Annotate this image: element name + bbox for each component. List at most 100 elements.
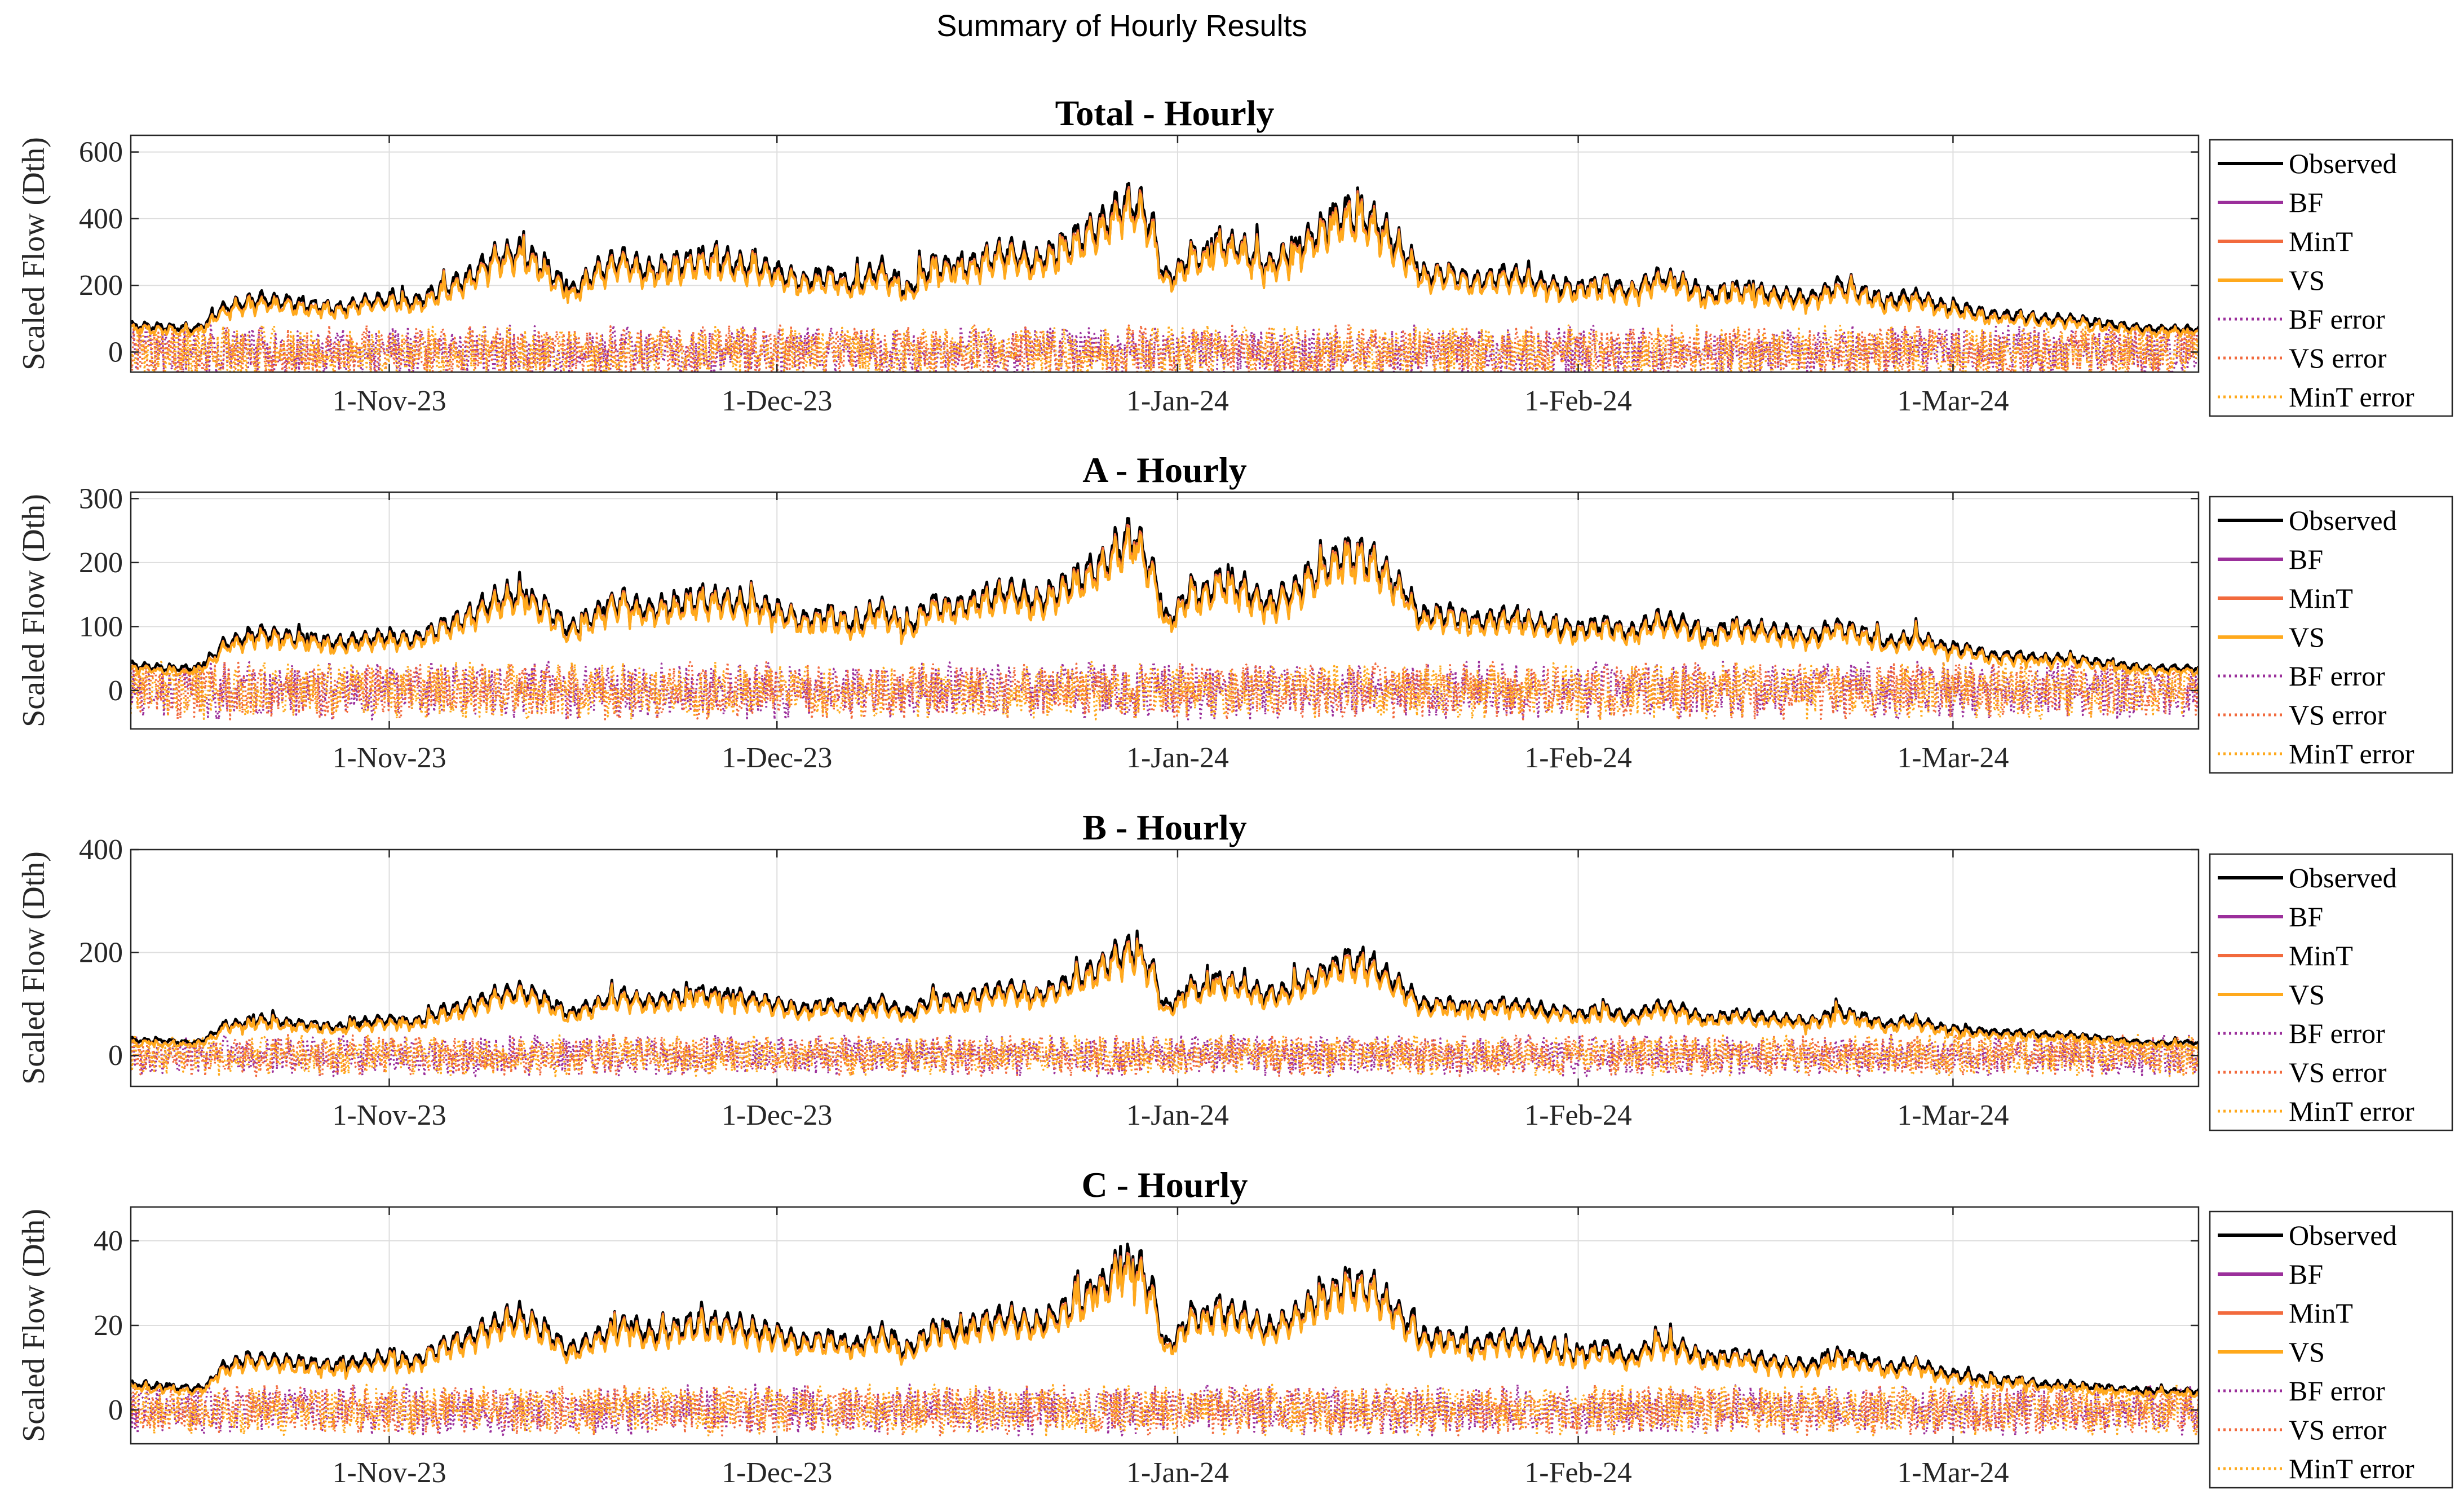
panel-1: 0 100 200 300 1-Nov-23 1-Dec-23 1-Jan-24 1-Feb-… bbox=[16, 450, 2453, 774]
x-tick-label: 1-Mar-24 bbox=[1897, 385, 2009, 417]
panel-0: 0 200 400 600 1-Nov-23 1-Dec-23 1-Jan-24 1-Feb-… bbox=[16, 93, 2453, 417]
y-axis-label: Scaled Flow (Dth) bbox=[16, 1209, 51, 1442]
legend-box bbox=[2209, 496, 2453, 774]
legend-label: BF error bbox=[2289, 1375, 2385, 1407]
axes-box bbox=[130, 134, 2200, 373]
legend-label: Observed bbox=[2289, 862, 2397, 894]
series-vs bbox=[131, 189, 2199, 339]
legend-label: Observed bbox=[2289, 505, 2397, 536]
y-tick-label: 600 bbox=[79, 136, 123, 169]
y-tick-label: 200 bbox=[79, 937, 123, 969]
series-vs-error bbox=[131, 661, 2199, 720]
legend-label: VS bbox=[2289, 264, 2325, 296]
legend-label: MinT bbox=[2289, 226, 2353, 257]
x-tick-label: 1-Mar-24 bbox=[1897, 1099, 2009, 1131]
legend-label: BF bbox=[2289, 1258, 2323, 1290]
x-tick-label: 1-Feb-24 bbox=[1524, 742, 1632, 774]
legend-label: BF bbox=[2289, 543, 2323, 575]
legend-label: MinT error bbox=[2289, 381, 2414, 413]
series-observed bbox=[131, 182, 2199, 335]
x-tick-label: 1-Mar-24 bbox=[1897, 1457, 2009, 1489]
series-group bbox=[131, 517, 2199, 720]
panel-title: Total - Hourly bbox=[1055, 93, 1275, 133]
legend-label: BF error bbox=[2289, 303, 2385, 335]
y-axis-label: Scaled Flow (Dth) bbox=[16, 494, 51, 727]
legend-label: MinT bbox=[2289, 582, 2353, 614]
y-tick-label: 0 bbox=[108, 337, 123, 369]
series-bf-error bbox=[131, 1383, 2199, 1436]
panel-2: 0 200 400 1-Nov-23 1-Dec-23 1-Jan-24 1-Feb-24 1… bbox=[16, 807, 2453, 1131]
series-bf-error bbox=[131, 661, 2199, 720]
legend-label: Observed bbox=[2289, 148, 2397, 179]
x-tick-label: 1-Nov-23 bbox=[332, 1099, 446, 1131]
legend-label: VS bbox=[2289, 979, 2325, 1010]
legend-label: MinT bbox=[2289, 940, 2353, 971]
legend: Observed BF MinT VS BF error VS error MinT err… bbox=[2209, 1210, 2453, 1489]
panel-3: 0 20 40 1-Nov-23 1-Dec-23 1-Jan-24 1-Feb-24 1-M… bbox=[16, 1165, 2453, 1489]
y-tick-label: 0 bbox=[108, 675, 123, 707]
series-mint-error bbox=[131, 1033, 2199, 1077]
legend-label: VS error bbox=[2289, 699, 2387, 731]
y-axis-label: Scaled Flow (Dth) bbox=[16, 851, 51, 1085]
legend-label: MinT error bbox=[2289, 1095, 2414, 1127]
y-tick-label: 400 bbox=[79, 203, 123, 235]
figure-title: Summary of Hourly Results bbox=[936, 9, 1307, 43]
legend-box bbox=[2209, 853, 2453, 1131]
x-tick-label: 1-Jan-24 bbox=[1126, 385, 1229, 417]
legend: Observed BF MinT VS BF error VS error MinT err… bbox=[2209, 853, 2453, 1131]
series-bf bbox=[131, 1253, 2199, 1399]
legend-box bbox=[2209, 1210, 2453, 1489]
panel-title: A - Hourly bbox=[1082, 450, 1247, 490]
axes-box bbox=[130, 491, 2200, 730]
axes-box bbox=[130, 848, 2200, 1087]
x-tick-label: 1-Dec-23 bbox=[722, 385, 832, 417]
legend-label: VS error bbox=[2289, 342, 2387, 374]
series-vs bbox=[131, 940, 2199, 1051]
x-tick-label: 1-Dec-23 bbox=[722, 1457, 832, 1489]
x-tick-label: 1-Nov-23 bbox=[332, 1457, 446, 1489]
y-tick-label: 100 bbox=[79, 611, 123, 643]
legend-label: BF error bbox=[2289, 1018, 2385, 1049]
x-tick-label: 1-Feb-24 bbox=[1524, 1099, 1632, 1131]
legend-label: VS bbox=[2289, 621, 2325, 653]
panel-title: B - Hourly bbox=[1082, 807, 1247, 847]
x-tick-label: 1-Mar-24 bbox=[1897, 742, 2009, 774]
series-observed bbox=[131, 929, 2199, 1046]
series-group bbox=[131, 929, 2199, 1077]
legend-label: MinT error bbox=[2289, 1453, 2414, 1484]
legend-label: VS bbox=[2289, 1336, 2325, 1368]
y-tick-label: 20 bbox=[94, 1310, 123, 1342]
series-mint bbox=[131, 524, 2199, 677]
x-tick-label: 1-Dec-23 bbox=[722, 1099, 832, 1131]
legend-label: BF bbox=[2289, 187, 2323, 218]
series-group bbox=[131, 182, 2199, 372]
series-mint bbox=[131, 185, 2199, 339]
legend-label: BF bbox=[2289, 901, 2323, 932]
series-group bbox=[131, 1243, 2199, 1436]
legend-label: MinT bbox=[2289, 1297, 2353, 1329]
series-bf bbox=[131, 525, 2199, 677]
legend-label: BF error bbox=[2289, 660, 2385, 692]
series-vs-error bbox=[131, 324, 2199, 372]
legend: Observed BF MinT VS BF error VS error MinT err… bbox=[2209, 496, 2453, 774]
legend-label: VS error bbox=[2289, 1056, 2387, 1088]
panel-title: C - Hourly bbox=[1081, 1165, 1248, 1205]
series-bf-error bbox=[131, 1033, 2199, 1077]
legend-label: VS error bbox=[2289, 1414, 2387, 1445]
x-tick-label: 1-Dec-23 bbox=[722, 742, 832, 774]
x-tick-label: 1-Jan-24 bbox=[1126, 1457, 1229, 1489]
series-observed bbox=[131, 517, 2199, 674]
series-bf bbox=[131, 939, 2199, 1051]
series-vs bbox=[131, 1255, 2199, 1399]
y-tick-label: 200 bbox=[79, 547, 123, 579]
x-tick-label: 1-Feb-24 bbox=[1524, 385, 1632, 417]
y-tick-label: 0 bbox=[108, 1040, 123, 1072]
series-mint-error bbox=[131, 1383, 2199, 1436]
y-axis-label: Scaled Flow (Dth) bbox=[16, 137, 51, 370]
legend-label: MinT error bbox=[2289, 738, 2414, 770]
x-tick-label: 1-Jan-24 bbox=[1126, 1099, 1229, 1131]
y-tick-label: 300 bbox=[79, 483, 123, 515]
x-tick-label: 1-Jan-24 bbox=[1126, 742, 1229, 774]
